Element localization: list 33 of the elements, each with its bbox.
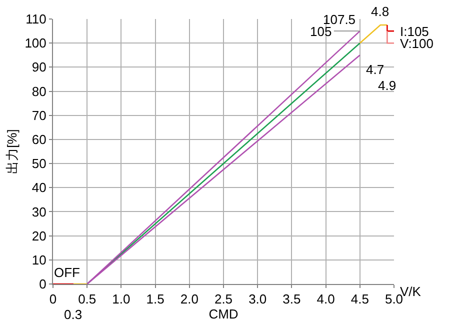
- y-tick-label: 90: [32, 60, 46, 75]
- annotation: 105: [310, 24, 332, 39]
- y-tick-label: 30: [32, 204, 46, 220]
- y-tick-label: 20: [32, 228, 46, 244]
- x-tick-label: 2.0: [180, 292, 198, 307]
- y-tick-label: 100: [24, 36, 46, 51]
- x-tick-label: 1.5: [146, 292, 164, 307]
- x-tick-label: 4.5: [350, 292, 369, 307]
- x-axis-title: CMD: [208, 306, 238, 322]
- x-tick-label: 3.5: [282, 292, 301, 307]
- x-tick-label: 4.0: [316, 292, 335, 307]
- y-tick-label: 40: [32, 180, 46, 196]
- y-tick-label: 70: [32, 108, 46, 123]
- annotation: OFF: [54, 265, 80, 280]
- x-tick-label: 3.0: [248, 292, 267, 307]
- annotation: 0.3: [64, 307, 82, 322]
- x-tick-label: 0: [49, 292, 57, 307]
- annotation: V:100: [400, 36, 434, 51]
- y-tick-label: 110: [26, 12, 46, 27]
- x-tick-label: 0.5: [78, 292, 96, 307]
- x-tick-label: 1.0: [112, 292, 130, 307]
- annotation: I:105: [400, 24, 429, 39]
- y-tick-label: 50: [32, 156, 46, 172]
- annotation: 4.9: [378, 78, 396, 93]
- y-axis-title: 出力[%]: [4, 129, 20, 174]
- y-tick-label: 0: [39, 276, 46, 292]
- y-tick-label: 80: [32, 84, 46, 99]
- annotation: 107.5: [323, 12, 356, 27]
- annotation: 4.8: [371, 4, 390, 19]
- y-tick-label: 10: [32, 252, 46, 268]
- x-tick-label: 2.5: [214, 292, 233, 307]
- y-tick-label: 60: [32, 132, 46, 147]
- annotation: 4.7: [366, 62, 384, 77]
